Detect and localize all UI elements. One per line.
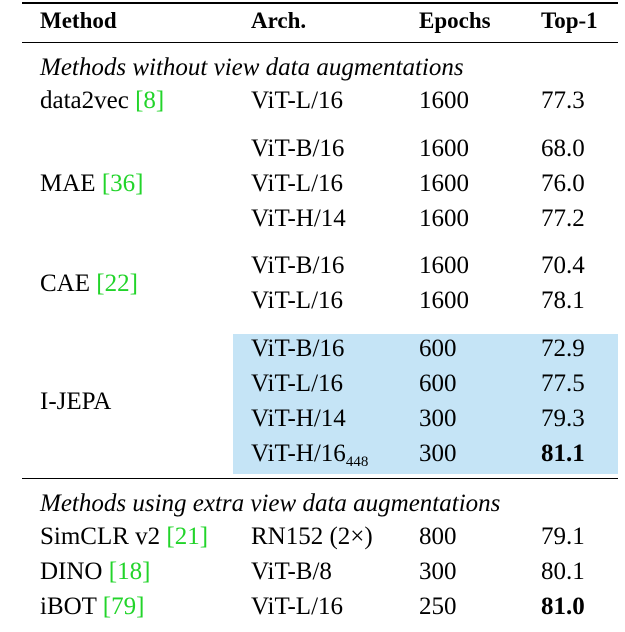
arch-cell: RN152 (2×): [251, 522, 373, 552]
arch-cell: ViT-H/16448: [251, 439, 368, 472]
arch-label: ViT-B/16: [251, 135, 345, 162]
top1-cell: 81.0: [541, 593, 585, 620]
epochs-cell: 300: [419, 558, 457, 585]
arch-cell: ViT-H/14: [251, 204, 346, 234]
top1-cell: 79.1: [541, 523, 585, 550]
method-label: I-JEPA: [40, 387, 112, 415]
arch-label: ViT-L/16: [251, 370, 344, 397]
epochs-cell: 1600: [419, 87, 469, 114]
top1-cell: 79.3: [541, 405, 585, 432]
top-rule: [22, 2, 618, 4]
arch-cell: ViT-L/16: [251, 86, 343, 116]
citation-link[interactable]: [18]: [108, 558, 151, 585]
top1-cell: 77.2: [541, 205, 585, 232]
citation-number[interactable]: 79: [111, 593, 137, 620]
arch-cell: ViT-L/16: [251, 169, 343, 199]
method-name: data2vec [8]: [40, 86, 164, 116]
method-name: MAE [36]: [40, 169, 143, 199]
citation-number[interactable]: 22: [104, 269, 130, 297]
top1-cell: 77.5: [541, 370, 585, 397]
arch-cell: ViT-L/16: [251, 369, 343, 399]
epochs-cell: 1600: [419, 252, 469, 279]
arch-label: RN152 (2×): [251, 523, 373, 550]
method-label: MAE: [40, 170, 96, 197]
section-rule: [22, 478, 618, 479]
top1-cell: 70.4: [541, 252, 585, 279]
arch-label: ViT-B/16: [251, 252, 345, 279]
arch-cell: ViT-B/16: [251, 334, 344, 364]
top1-cell: 76.0: [541, 170, 585, 197]
citation-link[interactable]: [79]: [102, 593, 145, 620]
top1-cell: 77.3: [541, 87, 585, 114]
method-name: I-JEPA: [40, 387, 111, 417]
arch-cell: ViT-B/16: [251, 251, 344, 281]
header-epochs: Epochs: [419, 8, 491, 33]
method-name: iBOT [79]: [40, 592, 144, 622]
header-rule: [22, 42, 618, 43]
epochs-cell: 250: [419, 593, 457, 620]
arch-subscript: 448: [345, 454, 369, 470]
epochs-cell: 600: [419, 370, 457, 397]
citation-number[interactable]: 36: [110, 170, 136, 197]
citation-link[interactable]: [36]: [101, 170, 144, 197]
section-title: Methods without view data augmentations: [40, 54, 464, 81]
method-label: DINO: [40, 558, 103, 585]
arch-label: ViT-B/16: [251, 335, 345, 362]
arch-cell: ViT-L/16: [251, 592, 343, 622]
citation-number[interactable]: 21: [174, 523, 200, 550]
epochs-cell: 800: [419, 523, 457, 550]
epochs-cell: 1600: [419, 287, 469, 314]
top1-cell: 78.1: [541, 287, 585, 314]
arch-label: ViT-H/16: [251, 440, 346, 467]
top1-cell: 72.9: [541, 335, 585, 362]
arch-label: ViT-H/14: [251, 405, 346, 432]
arch-label: ViT-L/16: [251, 170, 344, 197]
ijepa-highlight: [233, 334, 618, 474]
arch-label: ViT-H/14: [251, 205, 346, 232]
arch-label: ViT-L/16: [251, 287, 344, 314]
citation-number[interactable]: 18: [117, 558, 143, 585]
arch-label: ViT-B/8: [251, 558, 332, 585]
epochs-cell: 300: [419, 405, 457, 432]
arch-cell: ViT-B/8: [251, 557, 332, 587]
epochs-cell: 300: [419, 440, 457, 467]
method-name: SimCLR v2 [21]: [40, 522, 208, 552]
section-title: Methods using extra view data augmentati…: [40, 490, 501, 517]
citation-link[interactable]: [22]: [96, 269, 138, 297]
method-name: DINO [18]: [40, 557, 150, 587]
epochs-cell: 600: [419, 335, 457, 362]
epochs-cell: 1600: [419, 205, 469, 232]
method-label: SimCLR v2: [40, 523, 161, 550]
method-label: iBOT: [40, 593, 97, 620]
method-label: data2vec: [40, 87, 129, 114]
arch-cell: ViT-L/16: [251, 286, 343, 316]
arch-label: ViT-L/16: [251, 87, 344, 114]
epochs-cell: 1600: [419, 135, 469, 162]
arch-cell: ViT-H/14: [251, 404, 346, 434]
method-name: CAE [22]: [40, 269, 138, 299]
epochs-cell: 1600: [419, 170, 469, 197]
arch-label: ViT-L/16: [251, 593, 344, 620]
top1-cell: 80.1: [541, 558, 585, 585]
citation-link[interactable]: [21]: [166, 523, 209, 550]
header-top1: Top-1: [541, 8, 598, 33]
method-label: CAE: [40, 269, 90, 297]
top1-cell: 68.0: [541, 135, 585, 162]
citation-number[interactable]: 8: [143, 87, 156, 114]
arch-cell: ViT-B/16: [251, 134, 344, 164]
header-method: Method: [40, 8, 117, 33]
top1-cell: 81.1: [541, 440, 585, 467]
header-arch: Arch.: [251, 8, 307, 33]
citation-link[interactable]: [8]: [135, 87, 165, 114]
